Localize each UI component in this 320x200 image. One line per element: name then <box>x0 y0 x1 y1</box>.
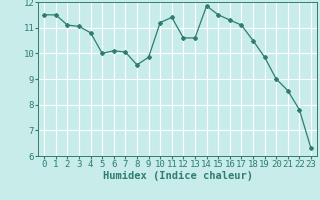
X-axis label: Humidex (Indice chaleur): Humidex (Indice chaleur) <box>103 171 252 181</box>
